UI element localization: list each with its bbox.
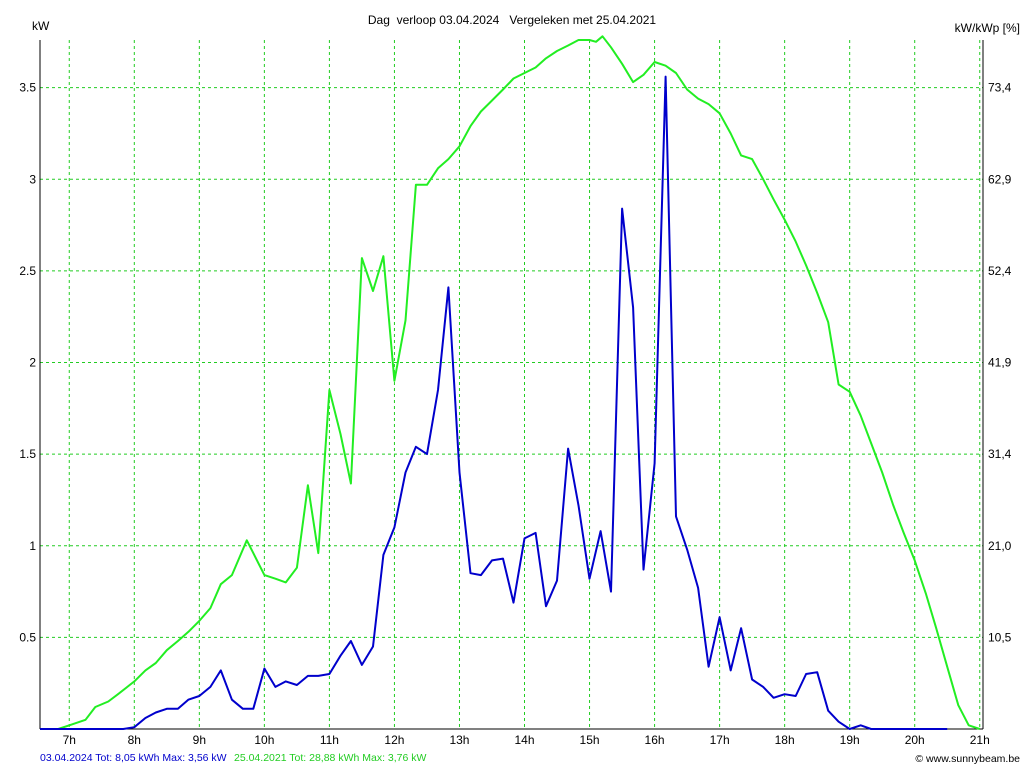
y2-tick-label: 52,4 bbox=[988, 264, 1012, 278]
y2-tick-label: 73,4 bbox=[988, 81, 1012, 95]
y-tick-label: 1.5 bbox=[19, 447, 36, 461]
x-tick-labels: 7h 8h 9h 10h 11h 12h 13h 14h 15h 16h 17h 18h 19h 20h 2… bbox=[63, 733, 990, 747]
y-tick-labels-left: 0.5 1 1.5 2 2.5 3 3.5 bbox=[19, 81, 36, 645]
y2-tick-label: 62,9 bbox=[988, 172, 1012, 186]
x-tick-label: 13h bbox=[449, 733, 469, 747]
line-series_2024 bbox=[40, 75, 948, 730]
x-tick-label: 19h bbox=[840, 733, 860, 747]
x-tick-label: 16h bbox=[645, 733, 665, 747]
x-tick-label: 14h bbox=[514, 733, 534, 747]
x-tick-label: 18h bbox=[775, 733, 795, 747]
y-axis-label-left: kW bbox=[32, 19, 50, 33]
legend-2024: 03.04.2024 Tot: 8,05 kWh Max: 3,56 kW bbox=[40, 752, 227, 764]
y2-tick-label: 41,9 bbox=[988, 356, 1012, 370]
x-tick-label: 9h bbox=[193, 733, 206, 747]
y2-tick-label: 31,4 bbox=[988, 447, 1012, 461]
x-tick-label: 8h bbox=[128, 733, 141, 747]
y-tick-label: 0.5 bbox=[19, 630, 36, 644]
x-tick-label: 15h bbox=[580, 733, 600, 747]
x-tick-label: 7h bbox=[63, 733, 76, 747]
y-axis-label-right: kW/kWp [%] bbox=[955, 21, 1020, 35]
credit-link[interactable]: © www.sunnybeam.be bbox=[915, 753, 1020, 765]
y2-tick-label: 21,0 bbox=[988, 539, 1012, 553]
axes bbox=[39, 40, 984, 730]
y-tick-labels-right: 10,5 21,0 31,4 41,9 52,4 62,9 73,4 bbox=[988, 81, 1012, 645]
line-series_2021 bbox=[40, 35, 981, 730]
chart-title: Dag verloop 03.04.2024 Vergeleken met 25… bbox=[368, 13, 657, 27]
series-lines bbox=[40, 35, 981, 730]
x-tick-label: 17h bbox=[710, 733, 730, 747]
y2-tick-label: 10,5 bbox=[988, 630, 1012, 644]
y-tick-label: 2 bbox=[29, 356, 36, 370]
y-tick-label: 2.5 bbox=[19, 264, 36, 278]
legend-2021: 25.04.2021 Tot: 28,88 kWh Max: 3,76 kW bbox=[234, 752, 427, 764]
x-tick-label: 21h bbox=[970, 733, 990, 747]
x-tick-label: 10h bbox=[254, 733, 274, 747]
grid bbox=[40, 40, 983, 729]
y-tick-label: 3.5 bbox=[19, 81, 36, 95]
y-tick-label: 3 bbox=[29, 172, 36, 186]
y-tick-label: 1 bbox=[29, 539, 36, 553]
x-tick-label: 11h bbox=[320, 733, 339, 747]
x-tick-label: 12h bbox=[384, 733, 404, 747]
x-tick-label: 20h bbox=[905, 733, 925, 747]
